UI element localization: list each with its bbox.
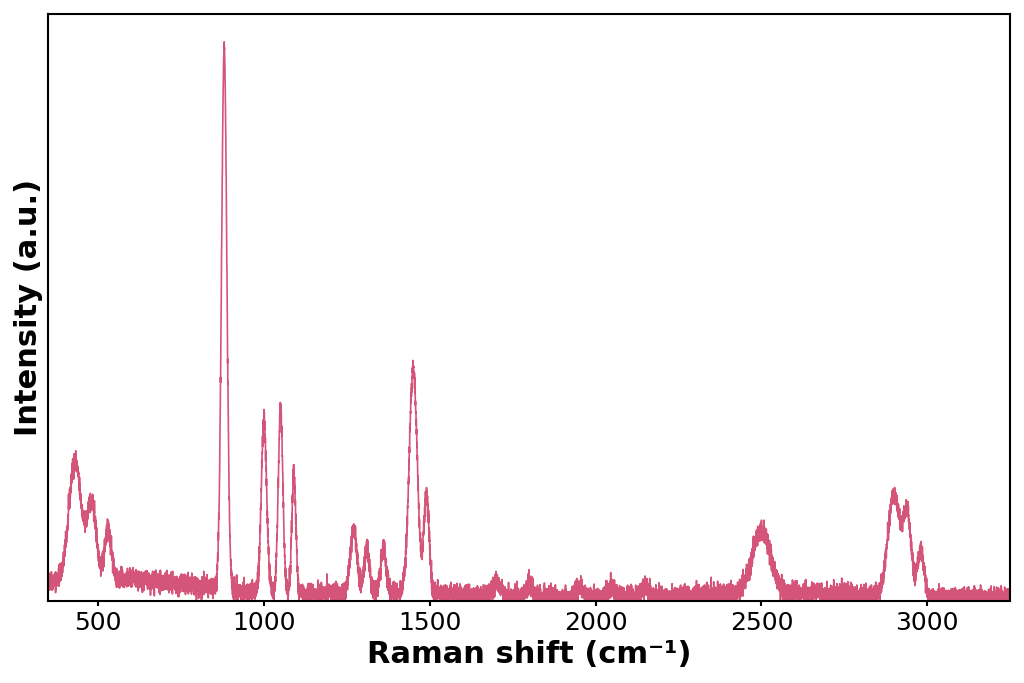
Y-axis label: Intensity (a.u.): Intensity (a.u.)	[14, 179, 43, 436]
X-axis label: Raman shift (cm⁻¹): Raman shift (cm⁻¹)	[367, 640, 691, 669]
